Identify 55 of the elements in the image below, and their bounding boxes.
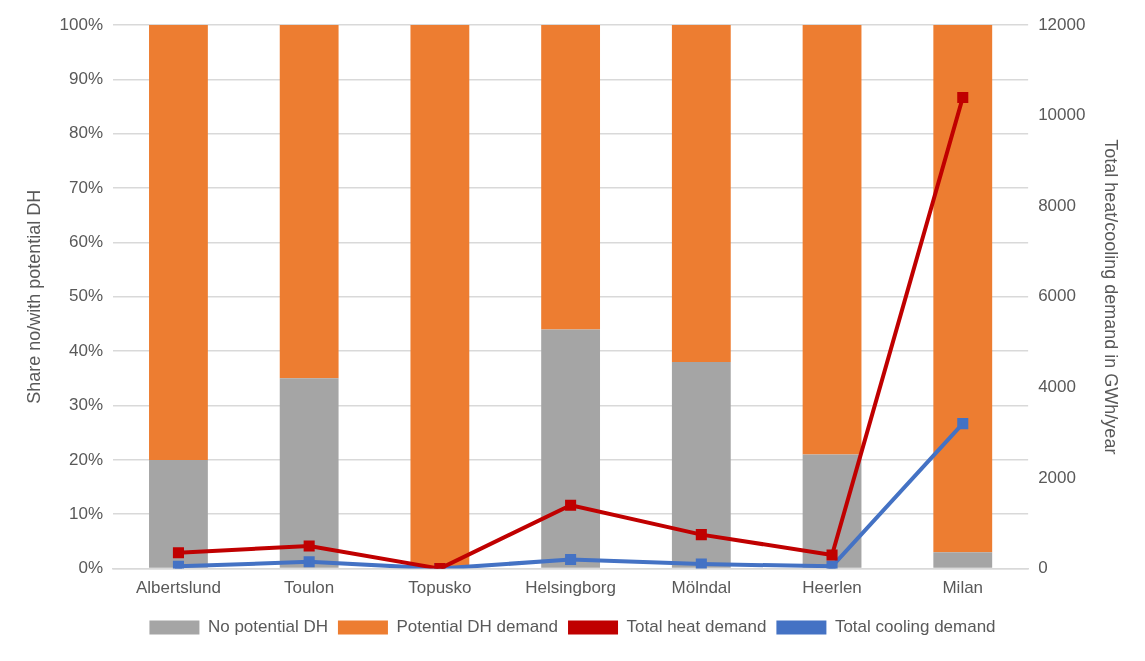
point <box>957 418 969 430</box>
x-tick-label: Mölndal <box>671 578 732 598</box>
y2-tick-label: 6000 <box>1038 286 1076 306</box>
y2-axis-title: Total heat/cooling demand in GWh/year <box>1101 139 1122 455</box>
y-tick-label: 80% <box>69 123 104 143</box>
bar <box>279 25 339 379</box>
y2-tick-label: 10000 <box>1038 105 1086 125</box>
bar <box>149 459 208 568</box>
y2-tick-label: 8000 <box>1038 195 1076 215</box>
x-tick-label: Albertslund <box>135 578 221 598</box>
point <box>565 554 577 566</box>
x-tick-label: Toulon <box>284 578 335 598</box>
legend-label: Total heat demand <box>626 617 767 637</box>
y-tick-label: 20% <box>69 449 104 469</box>
point <box>172 560 184 569</box>
y-tick-label: 40% <box>69 340 104 360</box>
y-tick-label: 70% <box>69 177 104 197</box>
bar <box>149 25 208 460</box>
y-tick-label: 50% <box>69 286 104 306</box>
bar <box>279 378 339 568</box>
bar <box>933 552 993 568</box>
y-tick-label: 60% <box>69 232 104 252</box>
x-tick-label: Topusko <box>408 578 472 598</box>
x-tick-label: Heerlen <box>802 578 862 598</box>
y2-tick-label: 0 <box>1038 558 1048 578</box>
point <box>172 547 184 559</box>
bar <box>410 25 470 568</box>
point <box>303 540 315 552</box>
y-tick-label: 0% <box>78 558 104 578</box>
legend-label: No potential DH <box>207 617 328 637</box>
bar <box>933 25 993 553</box>
y2-tick-label: 4000 <box>1038 377 1076 397</box>
x-tick-label: Helsingborg <box>525 578 616 598</box>
y-tick-label: 10% <box>69 503 104 523</box>
x-tick-label: Milan <box>942 578 984 598</box>
point <box>957 91 969 104</box>
legend-label: Potential DH demand <box>396 617 559 637</box>
point <box>826 549 838 561</box>
bar <box>541 25 601 330</box>
y-axis-title: Share no/with potential DH <box>23 189 44 404</box>
point <box>565 499 577 511</box>
legend-label: Total cooling demand <box>834 617 996 637</box>
point <box>695 558 707 569</box>
y2-tick-label: 2000 <box>1038 467 1076 487</box>
y-tick-label: 100% <box>59 14 104 34</box>
point <box>303 556 315 568</box>
y2-tick-label: 12000 <box>1038 14 1086 34</box>
point <box>826 560 838 569</box>
point <box>695 529 707 541</box>
bar <box>541 329 601 568</box>
bar <box>671 25 731 363</box>
y-tick-label: 90% <box>69 69 104 89</box>
bar <box>671 362 731 568</box>
bar <box>802 25 862 455</box>
y-tick-label: 30% <box>69 395 104 415</box>
